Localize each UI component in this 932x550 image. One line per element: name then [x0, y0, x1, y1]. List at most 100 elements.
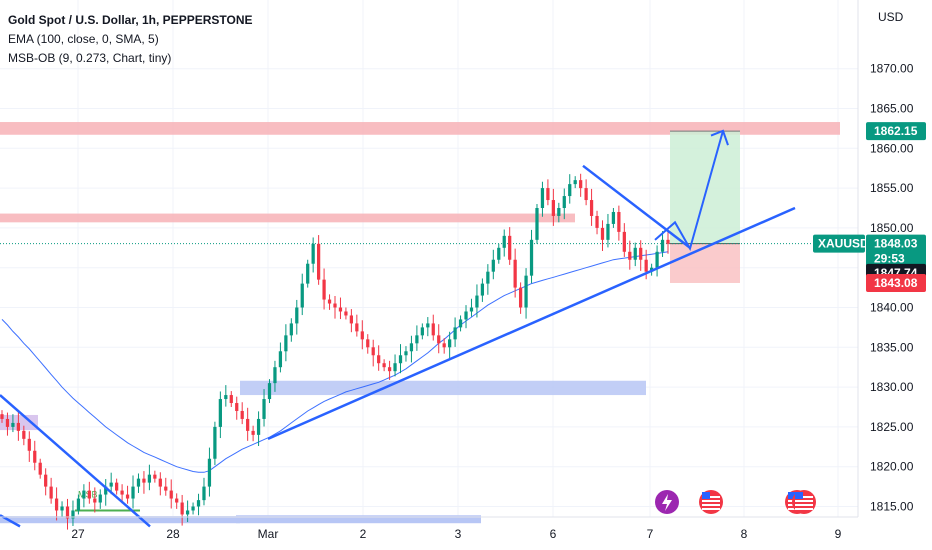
y-tick-label: 1865.00: [870, 102, 914, 116]
candle: [377, 355, 381, 364]
candle: [540, 188, 545, 208]
candle: [316, 243, 321, 280]
candle: [306, 263, 310, 284]
candle: [289, 323, 293, 336]
symbol-tag: XAUUSD: [818, 237, 869, 251]
candle: [322, 279, 326, 300]
candle: [191, 506, 195, 511]
candle: [180, 502, 184, 515]
candle: [600, 227, 605, 240]
candle: [622, 231, 626, 252]
candle: [387, 367, 392, 372]
candle: [579, 180, 583, 189]
candle: [295, 307, 299, 324]
candle: [404, 351, 408, 356]
candle: [366, 339, 370, 348]
candle: [595, 215, 599, 228]
projected-path: [654, 130, 724, 252]
candle: [0, 414, 4, 419]
candles: [0, 173, 670, 530]
x-tick-label: 6: [550, 527, 557, 541]
x-tick-label: Mar: [258, 527, 279, 541]
ascending-trendline: [267, 206, 796, 440]
candle: [546, 188, 550, 201]
candle: [49, 486, 53, 499]
candle: [327, 299, 332, 304]
currency-label: USD: [878, 10, 904, 24]
candle: [360, 331, 364, 340]
candle: [562, 196, 566, 208]
demand-zone-bottom-left: [0, 516, 240, 524]
candle: [398, 355, 403, 364]
us-flag-icon-stripe: [795, 504, 813, 506]
candle: [393, 363, 397, 372]
candle: [606, 223, 610, 240]
countdown-tag: 29:53: [874, 252, 905, 266]
x-tick-label: 7: [647, 527, 654, 541]
candle: [437, 335, 441, 344]
event-icons[interactable]: [655, 490, 816, 514]
candle: [311, 243, 315, 264]
candle: [480, 283, 485, 296]
candle: [115, 482, 119, 491]
candle: [557, 208, 561, 216]
candle: [660, 239, 665, 252]
x-tick-label: 8: [741, 527, 748, 541]
candle: [453, 327, 457, 340]
candle: [628, 251, 632, 260]
trendlines: [0, 129, 796, 528]
candle: [502, 235, 506, 248]
candle: [175, 498, 179, 503]
candle: [475, 295, 479, 308]
projected-arrowhead: [710, 129, 729, 146]
y-tick-label: 1825.00: [870, 420, 914, 434]
x-tick-label: 27: [71, 527, 85, 541]
msb-ob-indicator-label[interactable]: MSB-OB (9, 0.273, Chart, tiny): [8, 51, 172, 65]
candle: [147, 474, 152, 483]
candle: [16, 422, 21, 431]
ema-indicator-label[interactable]: EMA (100, close, 0, SMA, 5): [8, 32, 159, 46]
candle: [136, 478, 141, 487]
candle: [371, 347, 375, 356]
lightning-icon: [655, 490, 679, 514]
candle: [44, 474, 48, 487]
candle: [125, 494, 130, 499]
y-tick-label: 1820.00: [870, 460, 914, 474]
candle: [458, 319, 463, 328]
target-zone: [670, 131, 740, 244]
candle: [382, 363, 386, 368]
candle: [513, 259, 517, 288]
candle: [87, 490, 91, 499]
candle: [584, 188, 588, 201]
candle: [158, 478, 162, 487]
candle: [169, 490, 173, 499]
x-axis[interactable]: 27 28 Mar 2 3 6 7 8 9: [0, 516, 858, 541]
candle: [448, 339, 452, 348]
x-tick-label: 9: [835, 527, 842, 541]
candle: [153, 474, 157, 479]
y-tick-label: 1830.00: [870, 380, 914, 394]
us-flag-icon-stripe: [702, 508, 720, 510]
candle: [464, 311, 468, 320]
y-tick-label: 1840.00: [870, 301, 914, 315]
y-tick-label: 1835.00: [870, 340, 914, 354]
candle: [486, 271, 490, 284]
candle: [573, 180, 577, 185]
candle: [202, 486, 206, 501]
candle: [355, 323, 359, 332]
us-flag-icon: [792, 490, 816, 514]
candle: [497, 247, 501, 260]
candle: [524, 275, 528, 308]
candle: [644, 259, 648, 272]
y-axis[interactable]: USD 1815.00 1820.00 1825.00 1830.00 1835.00 18…: [857, 0, 914, 517]
candle: [284, 335, 288, 352]
candle: [426, 323, 430, 328]
candle: [60, 506, 64, 511]
candle: [442, 343, 446, 348]
candle: [535, 208, 539, 240]
descending-trendline: [582, 164, 691, 249]
candle: [196, 500, 201, 507]
supply-zone-upper: [0, 122, 840, 135]
symbol-title[interactable]: Gold Spot / U.S. Dollar, 1h, PEPPERSTONE: [8, 13, 253, 27]
